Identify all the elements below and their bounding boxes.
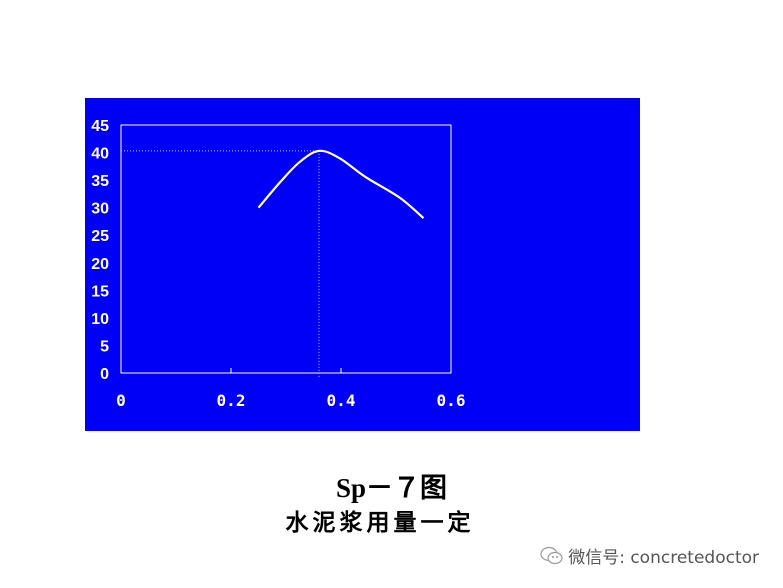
y-tick-label: 5 — [100, 338, 109, 355]
x-tick-label: 0.4 — [327, 391, 356, 410]
plot-frame — [120, 124, 452, 374]
line-chart: 0 0.2 0.4 0.6 0 5 10 15 20 25 30 35 40 45 — [91, 118, 466, 410]
y-tick-label: 20 — [91, 256, 109, 273]
y-tick-label: 35 — [91, 173, 109, 190]
y-tick-label: 40 — [91, 146, 109, 163]
watermark: 微信号: concretedoctor — [540, 543, 759, 568]
y-tick-label: 30 — [91, 201, 109, 218]
x-tick-label: 0.6 — [437, 391, 466, 410]
chart-panel: 0 0.2 0.4 0.6 0 5 10 15 20 25 30 35 40 45 — [85, 98, 640, 431]
series-line — [257, 149, 425, 219]
wechat-icon — [540, 546, 563, 564]
figure-caption-title: Sp－７图 — [335, 473, 448, 503]
x-tick-label: 0 — [116, 391, 126, 410]
y-tick-label: 25 — [91, 228, 109, 245]
y-tick-label: 45 — [91, 118, 109, 135]
watermark-text: 微信号: concretedoctor — [568, 548, 759, 568]
y-tick-label: 0 — [100, 366, 109, 383]
y-tick-label: 10 — [91, 311, 109, 328]
y-tick-label: 15 — [91, 283, 109, 300]
figure-caption-subtitle: 水泥浆用量一定 — [285, 509, 475, 536]
x-tick-label: 0.2 — [217, 391, 246, 410]
